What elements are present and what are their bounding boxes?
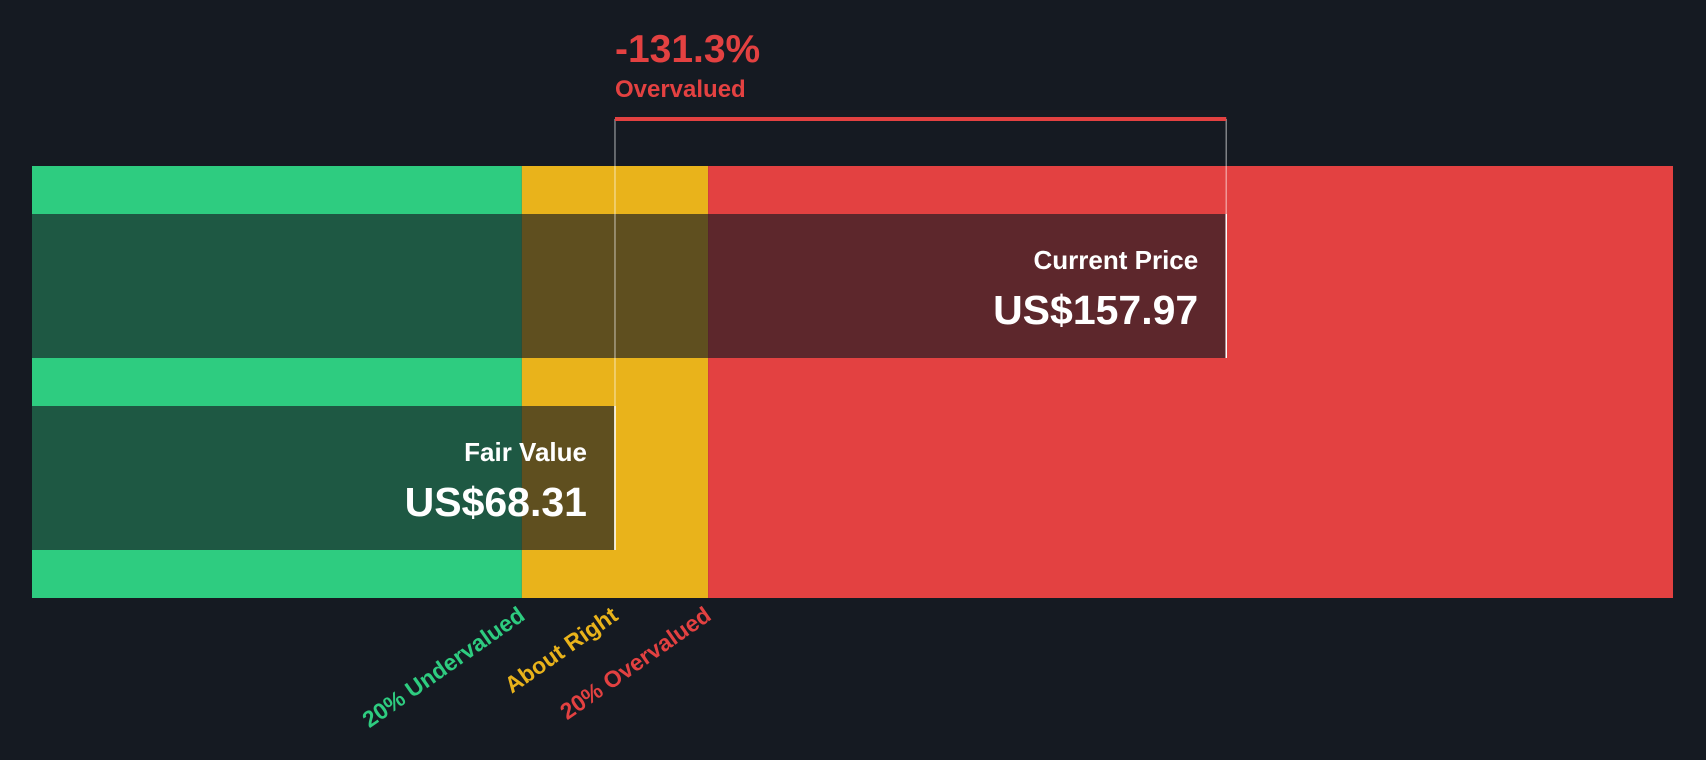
difference-bar: [614, 117, 1227, 121]
bar-value: US$68.31: [405, 479, 587, 525]
difference-label: -131.3%: [615, 28, 760, 71]
zone-label: 20% Undervalued: [357, 601, 529, 732]
bar-name: Current Price: [1034, 245, 1199, 275]
value-bar: [32, 406, 615, 550]
value-bar: [32, 214, 1227, 358]
bar-name: Fair Value: [464, 437, 587, 467]
bar-value: US$157.97: [993, 287, 1198, 333]
zone-label: 20% Overvalued: [555, 601, 715, 724]
verdict: Overvalued: [615, 76, 746, 103]
